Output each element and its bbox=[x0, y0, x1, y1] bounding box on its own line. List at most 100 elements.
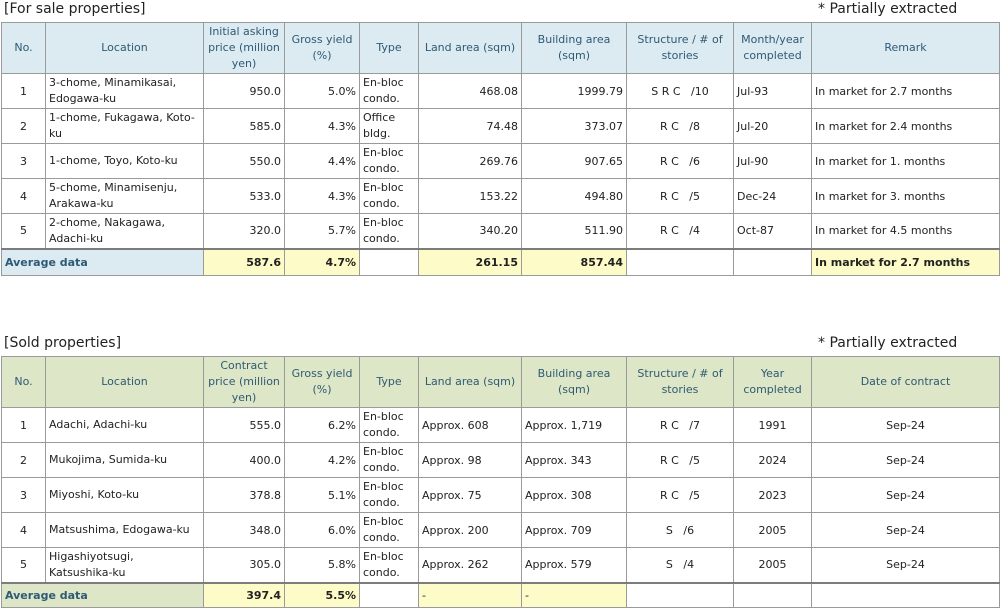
cell-structure: R C /7 bbox=[626, 407, 734, 443]
table-row: 1 3-chome, Minamikasai, Edogawa-ku 950.0… bbox=[1, 73, 1000, 109]
cell-type: En-bloc condo. bbox=[359, 512, 419, 548]
structure-type: R C bbox=[659, 189, 679, 203]
cell-remark: In market for 3. months bbox=[811, 178, 1000, 214]
cell-yield: 4.3% bbox=[284, 178, 360, 214]
cell-remark: In market for 2.7 months bbox=[811, 73, 1000, 109]
header-completed: Year completed bbox=[733, 356, 812, 408]
header-completed: Month/year completed bbox=[733, 22, 812, 74]
cell-completed: 2005 bbox=[733, 547, 812, 583]
header-contract: Date of contract bbox=[811, 356, 1000, 408]
structure-type: R C bbox=[659, 453, 679, 467]
cell-no: 5 bbox=[1, 213, 46, 249]
cell-completed: Jul-90 bbox=[733, 143, 812, 179]
average-price: 397.4 bbox=[203, 581, 285, 608]
structure-type: S bbox=[665, 523, 673, 537]
cell-price: 378.8 bbox=[203, 477, 285, 513]
structure-stories: /10 bbox=[691, 84, 709, 98]
cell-structure: R C /5 bbox=[626, 477, 734, 513]
cell-yield: 4.2% bbox=[284, 442, 360, 478]
cell-contract: Sep-24 bbox=[811, 547, 1000, 583]
structure-stories: /5 bbox=[689, 189, 701, 203]
header-building: Building area (sqm) bbox=[521, 22, 627, 74]
average-completed bbox=[733, 247, 812, 276]
cell-structure: R C /5 bbox=[626, 442, 734, 478]
structure-type: R C bbox=[659, 224, 679, 238]
cell-location: 1-chome, Toyo, Koto-ku bbox=[45, 143, 204, 179]
cell-no: 4 bbox=[1, 512, 46, 548]
cell-no: 5 bbox=[1, 547, 46, 583]
header-no: No. bbox=[1, 356, 46, 408]
average-structure bbox=[626, 247, 734, 276]
cell-completed: 1991 bbox=[733, 407, 812, 443]
average-remark: In market for 2.7 months bbox=[811, 247, 1000, 276]
cell-land: 468.08 bbox=[418, 73, 522, 109]
average-type bbox=[359, 581, 419, 608]
cell-building: Approx. 709 bbox=[521, 512, 627, 548]
cell-remark: In market for 4.5 months bbox=[811, 213, 1000, 249]
cell-land: Approx. 98 bbox=[418, 442, 522, 478]
header-remark: Remark bbox=[811, 22, 1000, 74]
cell-building: Approx. 1,719 bbox=[521, 407, 627, 443]
cell-structure: R C /4 bbox=[626, 213, 734, 249]
cell-building: 373.07 bbox=[521, 108, 627, 144]
table-row: 1 Adachi, Adachi-ku 555.0 6.2% En-bloc c… bbox=[1, 407, 1000, 443]
cell-price: 305.0 bbox=[203, 547, 285, 583]
average-label: Average data bbox=[1, 581, 204, 608]
cell-no: 1 bbox=[1, 73, 46, 109]
cell-building: Approx. 308 bbox=[521, 477, 627, 513]
cell-type: En-bloc condo. bbox=[359, 73, 419, 109]
cell-building: 1999.79 bbox=[521, 73, 627, 109]
average-structure bbox=[626, 581, 734, 608]
cell-land: 340.20 bbox=[418, 213, 522, 249]
cell-building: 511.90 bbox=[521, 213, 627, 249]
header-building: Building area (sqm) bbox=[521, 356, 627, 408]
header-yield: Gross yield (%) bbox=[284, 22, 360, 74]
cell-land: 74.48 bbox=[418, 108, 522, 144]
cell-no: 4 bbox=[1, 178, 46, 214]
cell-type: En-bloc condo. bbox=[359, 178, 419, 214]
average-completed bbox=[733, 581, 812, 608]
cell-land: 269.76 bbox=[418, 143, 522, 179]
structure-type: R C bbox=[659, 488, 679, 502]
cell-location: 1-chome, Fukagawa, Koto-ku bbox=[45, 108, 204, 144]
cell-completed: Oct-87 bbox=[733, 213, 812, 249]
cell-land: Approx. 75 bbox=[418, 477, 522, 513]
average-row: Average data 587.6 4.7% 261.15 857.44 In… bbox=[1, 247, 1000, 276]
cell-price: 400.0 bbox=[203, 442, 285, 478]
cell-location: Higashiyotsugi, Katsushika-ku bbox=[45, 547, 204, 583]
cell-location: Mukojima, Sumida-ku bbox=[45, 442, 204, 478]
cell-no: 3 bbox=[1, 143, 46, 179]
structure-stories: /4 bbox=[683, 558, 695, 572]
cell-remark: In market for 2.4 months bbox=[811, 108, 1000, 144]
header-location: Location bbox=[45, 356, 204, 408]
cell-location: Miyoshi, Koto-ku bbox=[45, 477, 204, 513]
cell-price: 320.0 bbox=[203, 213, 285, 249]
header-structure: Structure / # of stories bbox=[626, 356, 734, 408]
cell-price: 348.0 bbox=[203, 512, 285, 548]
structure-stories: /6 bbox=[683, 523, 695, 537]
cell-completed: Jul-93 bbox=[733, 73, 812, 109]
cell-contract: Sep-24 bbox=[811, 442, 1000, 478]
cell-price: 950.0 bbox=[203, 73, 285, 109]
cell-completed: 2023 bbox=[733, 477, 812, 513]
structure-type: R C bbox=[659, 418, 679, 432]
cell-type: En-bloc condo. bbox=[359, 213, 419, 249]
cell-completed: Jul-20 bbox=[733, 108, 812, 144]
sold-header-row: No. Location Contract price (million yen… bbox=[1, 356, 1000, 408]
cell-price: 555.0 bbox=[203, 407, 285, 443]
table-row: 3 Miyoshi, Koto-ku 378.8 5.1% En-bloc co… bbox=[1, 477, 1000, 513]
cell-contract: Sep-24 bbox=[811, 407, 1000, 443]
cell-yield: 5.0% bbox=[284, 73, 360, 109]
structure-stories: /7 bbox=[689, 418, 701, 432]
table-row: 2 Mukojima, Sumida-ku 400.0 4.2% En-bloc… bbox=[1, 442, 1000, 478]
cell-structure: S /6 bbox=[626, 512, 734, 548]
structure-type: R C bbox=[659, 119, 679, 133]
cell-completed: 2024 bbox=[733, 442, 812, 478]
table-row: 4 5-chome, Minamisenju, Arakawa-ku 533.0… bbox=[1, 178, 1000, 214]
average-land: - bbox=[418, 581, 522, 608]
header-land: Land area (sqm) bbox=[418, 356, 522, 408]
cell-no: 1 bbox=[1, 407, 46, 443]
cell-land: Approx. 200 bbox=[418, 512, 522, 548]
for-sale-table: No. Location Initial asking price (milli… bbox=[1, 22, 1000, 276]
cell-no: 2 bbox=[1, 108, 46, 144]
